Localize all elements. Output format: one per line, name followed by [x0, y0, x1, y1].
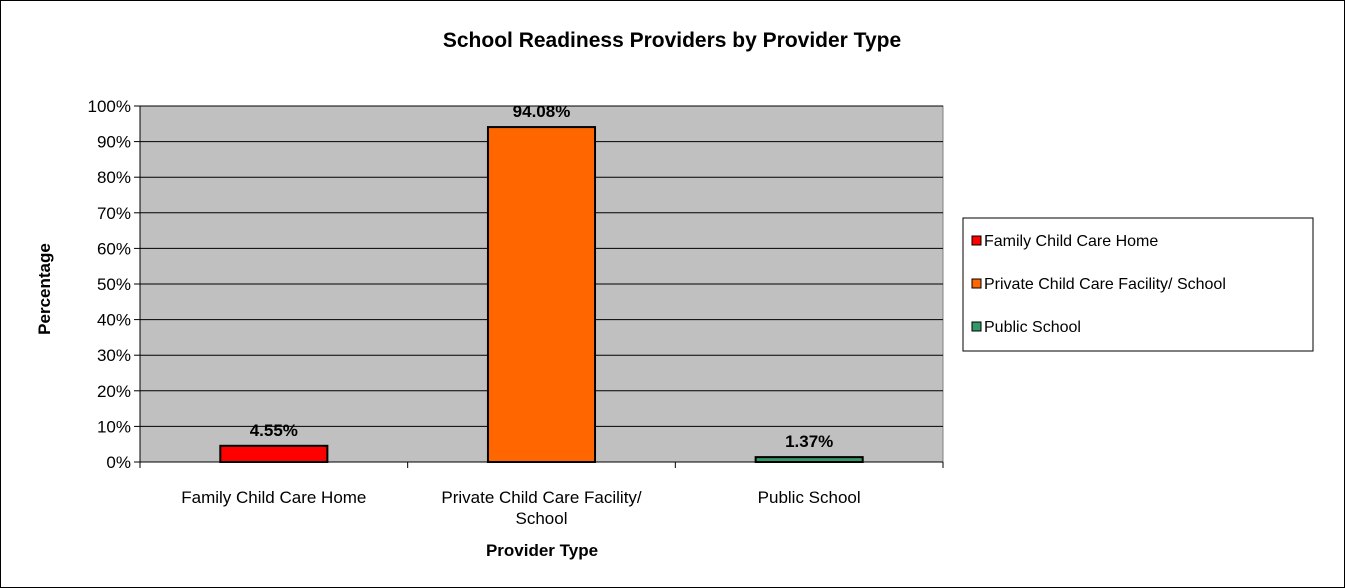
y-tick-label: 70% — [97, 204, 131, 223]
bar — [486, 126, 597, 464]
y-tick-label: 30% — [97, 346, 131, 365]
y-tick-label: 90% — [97, 133, 131, 152]
x-tick-label: Private Child Care Facility/ — [441, 488, 642, 507]
y-tick-label: 80% — [97, 168, 131, 187]
y-tick-label: 20% — [97, 382, 131, 401]
y-tick-label: 100% — [88, 97, 131, 116]
x-tick-label: Family Child Care Home — [181, 488, 366, 507]
y-tick-label: 40% — [97, 311, 131, 330]
x-axis-title: Provider Type — [486, 541, 598, 560]
x-tick-label: School — [516, 509, 568, 528]
y-tick-label: 10% — [97, 417, 131, 436]
legend-label: Public School — [984, 319, 1081, 336]
legend-box — [962, 217, 1314, 352]
bar — [754, 456, 864, 464]
y-axis-title: Percentage — [35, 243, 54, 335]
legend-label: Private Child Care Facility/ School — [984, 276, 1226, 293]
bar — [219, 444, 329, 464]
legend-swatch — [971, 278, 982, 289]
legend: Family Child Care Home Private Child Care… — [962, 217, 1314, 352]
data-label: 4.55% — [250, 421, 298, 440]
plot-area: 0% 10% 20% 30% 40% 50% 60% 70% 80% 90% 100% 4.55% Fa… — [88, 97, 944, 528]
legend-swatch — [971, 235, 982, 246]
y-tick-label: 0% — [106, 453, 131, 472]
y-tick-label: 60% — [97, 239, 131, 258]
chart-title: School Readiness Providers by Provider T… — [443, 29, 901, 52]
legend-label: Family Child Care Home — [984, 233, 1158, 250]
x-tick-label: Public School — [758, 488, 861, 507]
legend-swatch — [971, 321, 982, 332]
data-label: 1.37% — [785, 432, 833, 451]
y-tick-label: 50% — [97, 275, 131, 294]
data-label: 94.08% — [513, 102, 571, 121]
